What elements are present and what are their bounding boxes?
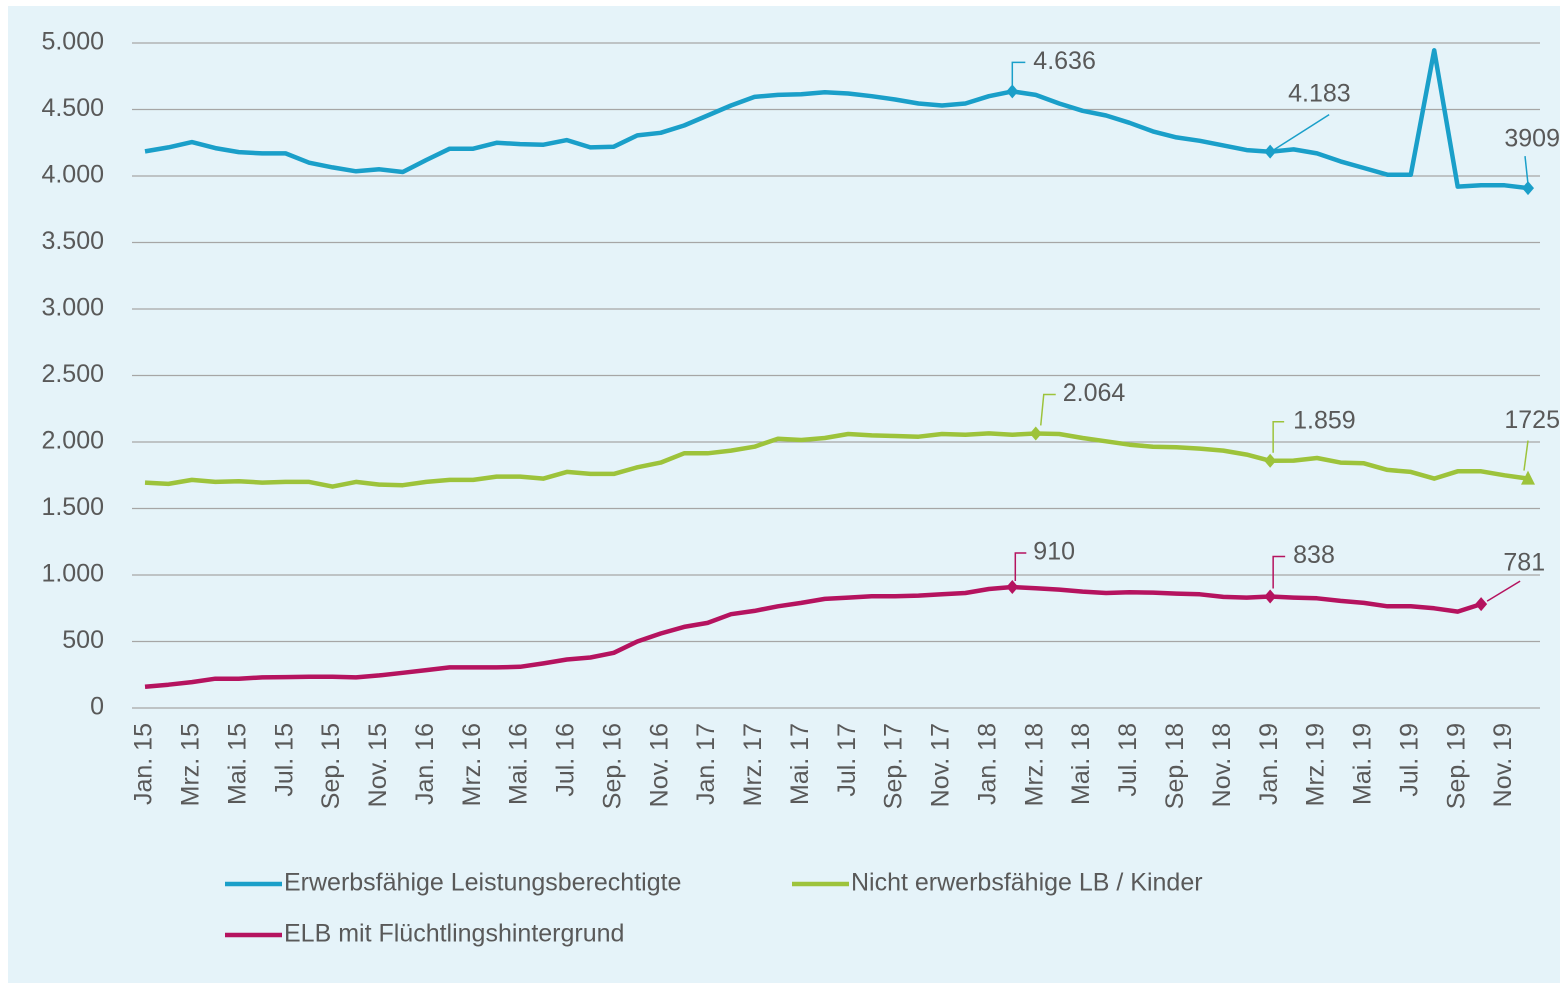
data-label: 4.636 <box>1033 47 1096 75</box>
legend-label: ELB mit Flüchtlingshintergrund <box>284 920 624 948</box>
data-marker <box>1475 597 1488 612</box>
x-tick-label: Mrz. 15 <box>176 723 204 806</box>
x-tick-label: Jul. 15 <box>270 723 298 797</box>
data-label: 910 <box>1033 538 1075 566</box>
y-tick-label: 4.000 <box>41 161 104 189</box>
data-label: 2.064 <box>1063 379 1126 407</box>
series-line <box>144 431 1529 489</box>
y-tick-label: 1.000 <box>41 560 104 588</box>
data-label: 781 <box>1503 549 1545 577</box>
leader-line <box>1486 580 1521 602</box>
x-tick-label: Mai. 16 <box>505 723 533 805</box>
y-tick-label: 4.500 <box>41 94 104 122</box>
legend-label: Nicht erwerbsfähige LB / Kinder <box>851 869 1203 897</box>
data-label: 1725 <box>1504 406 1560 434</box>
chart-background <box>8 6 1560 983</box>
data-marker <box>1006 84 1019 99</box>
data-label: 3909 <box>1504 125 1560 153</box>
x-tick-label: Sep. 19 <box>1442 723 1470 809</box>
x-tick-label: Nov. 16 <box>645 723 673 807</box>
y-tick-label: 3.500 <box>41 227 104 255</box>
x-tick-label: Jan. 19 <box>1255 723 1283 805</box>
x-tick-label: Jul. 17 <box>833 723 861 797</box>
y-tick-label: 500 <box>62 626 104 654</box>
leader-line <box>1273 114 1330 151</box>
x-tick-label: Mai. 18 <box>1067 723 1095 805</box>
x-tick-label: Mai. 15 <box>223 723 251 805</box>
series-line <box>144 48 1529 191</box>
x-tick-label: Jan. 15 <box>130 723 158 805</box>
data-marker <box>1264 589 1277 604</box>
x-tick-label: Mrz. 17 <box>739 723 767 806</box>
x-tick-label: Mrz. 18 <box>1020 723 1048 806</box>
data-marker <box>1006 579 1019 594</box>
x-tick-label: Nov. 18 <box>1208 723 1236 807</box>
data-label: 1.859 <box>1293 406 1356 434</box>
x-tick-label: Sep. 17 <box>880 723 908 809</box>
legend-label: Erwerbsfähige Leistungsberechtigte <box>284 869 681 897</box>
x-tick-label: Nov. 17 <box>927 723 955 807</box>
x-tick-label: Sep. 16 <box>598 723 626 809</box>
data-marker <box>1521 470 1535 485</box>
x-tick-label: Jan. 16 <box>411 723 439 805</box>
y-tick-label: 1.500 <box>41 493 104 521</box>
x-tick-label: Jul. 16 <box>552 723 580 797</box>
data-label: 4.183 <box>1288 79 1351 107</box>
x-tick-label: Nov. 15 <box>364 723 392 807</box>
data-marker <box>1029 426 1042 441</box>
x-tick-label: Mrz. 16 <box>458 723 486 806</box>
leader-line <box>1523 440 1529 471</box>
leader-line <box>1039 393 1056 426</box>
x-tick-label: Mai. 19 <box>1349 723 1377 805</box>
data-label: 838 <box>1293 541 1335 569</box>
y-tick-label: 2.000 <box>41 427 104 455</box>
data-marker <box>1522 181 1534 196</box>
y-tick-label: 2.500 <box>41 360 104 388</box>
leader-line <box>1011 61 1026 86</box>
x-tick-label: Jan. 17 <box>692 723 720 805</box>
x-tick-label: Sep. 15 <box>317 723 345 809</box>
leader-line <box>1524 156 1529 185</box>
x-tick-label: Mrz. 19 <box>1302 723 1330 806</box>
x-tick-label: Jul. 18 <box>1114 723 1142 797</box>
y-tick-label: 5.000 <box>41 28 104 56</box>
leader-line <box>1272 421 1285 453</box>
leader-line <box>1272 555 1286 589</box>
data-marker <box>1264 453 1277 468</box>
x-tick-label: Mai. 17 <box>786 723 814 805</box>
x-tick-label: Jul. 19 <box>1395 723 1423 797</box>
y-tick-label: 3.000 <box>41 294 104 322</box>
y-tick-label: 0 <box>90 693 104 721</box>
series-line <box>144 584 1482 689</box>
data-marker <box>1264 144 1277 159</box>
x-tick-label: Nov. 19 <box>1489 723 1517 807</box>
leader-line <box>1014 552 1027 581</box>
x-tick-label: Sep. 18 <box>1161 723 1189 809</box>
x-tick-label: Jan. 18 <box>973 723 1001 805</box>
